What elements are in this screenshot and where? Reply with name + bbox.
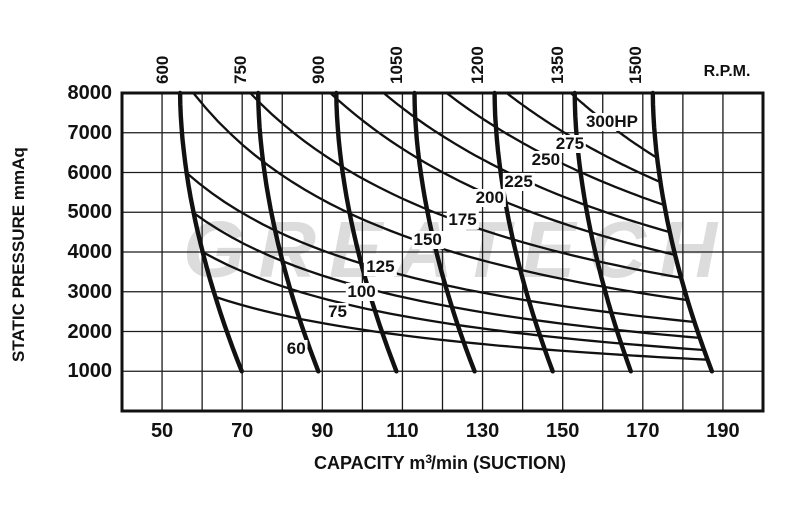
hp-label-225: 225 — [502, 172, 535, 192]
plot-border — [120, 91, 765, 413]
x-tick-label: 170 — [626, 420, 660, 442]
hp-label-75: 75 — [326, 302, 349, 322]
rpm-label-1500: 1500 — [625, 46, 645, 84]
y-axis-title: STATIC PRESSURE mmAq — [9, 147, 28, 362]
x-tick-label: 110 — [386, 420, 419, 442]
y-tick-label: 6000 — [67, 161, 113, 184]
x-tick-label: 90 — [311, 420, 334, 442]
rpm-label-600: 600 — [153, 55, 173, 84]
rpm-label-1200: 1200 — [467, 46, 487, 84]
x-axis-title-pre: CAPACITY m — [313, 453, 426, 473]
y-tick-label: 5000 — [67, 201, 113, 224]
x-tick-label: 190 — [706, 420, 740, 442]
rpm-curve-900 — [334, 90, 399, 374]
y-tick-label: 7000 — [67, 121, 113, 144]
hp-label-200: 200 — [473, 187, 506, 207]
y-tick-label: 3000 — [67, 280, 113, 303]
y-tick-label: 2000 — [67, 320, 113, 343]
hp-label-125: 125 — [364, 256, 397, 276]
y-tick-label: 1000 — [67, 360, 113, 383]
x-tick-label: 150 — [546, 420, 580, 442]
hp-curve-75 — [201, 250, 706, 352]
rpm-curve-600 — [177, 90, 244, 374]
x-tick-label: 130 — [465, 420, 500, 442]
hp-label-250: 250 — [529, 149, 563, 169]
x-tick-label: 70 — [231, 420, 254, 442]
hp-curve-100 — [192, 211, 701, 340]
y-tick-label: 8000 — [67, 82, 113, 104]
hp-curve-60 — [214, 295, 709, 361]
hp-label-150: 150 — [411, 230, 444, 250]
rpm-curve-1200 — [492, 90, 555, 374]
x-tick-label: 50 — [150, 420, 174, 442]
rpm-label-1350: 1350 — [547, 46, 567, 84]
rpm-label-1050: 1050 — [387, 46, 407, 84]
hp-label-300HP: 300HP — [583, 112, 640, 132]
x-axis-title-sup: 3 — [425, 452, 432, 466]
x-axis-title: CAPACITY m3/min (SUCTION) — [314, 452, 566, 474]
hp-label-100: 100 — [345, 281, 378, 301]
rpm-curve-750 — [256, 90, 321, 374]
x-axis-title-post: /min (SUCTION) — [431, 453, 567, 473]
rpm-label-900: 900 — [309, 55, 329, 84]
rpm-label-750: 750 — [231, 55, 251, 84]
hp-curve-125 — [185, 171, 696, 324]
hp-label-175: 175 — [446, 210, 479, 229]
hp-label-275: 275 — [553, 133, 587, 153]
rpm-axis-unit-label: R.P.M. — [703, 63, 751, 80]
y-tick-label: 4000 — [67, 241, 113, 263]
hp-label-60: 60 — [284, 338, 308, 358]
